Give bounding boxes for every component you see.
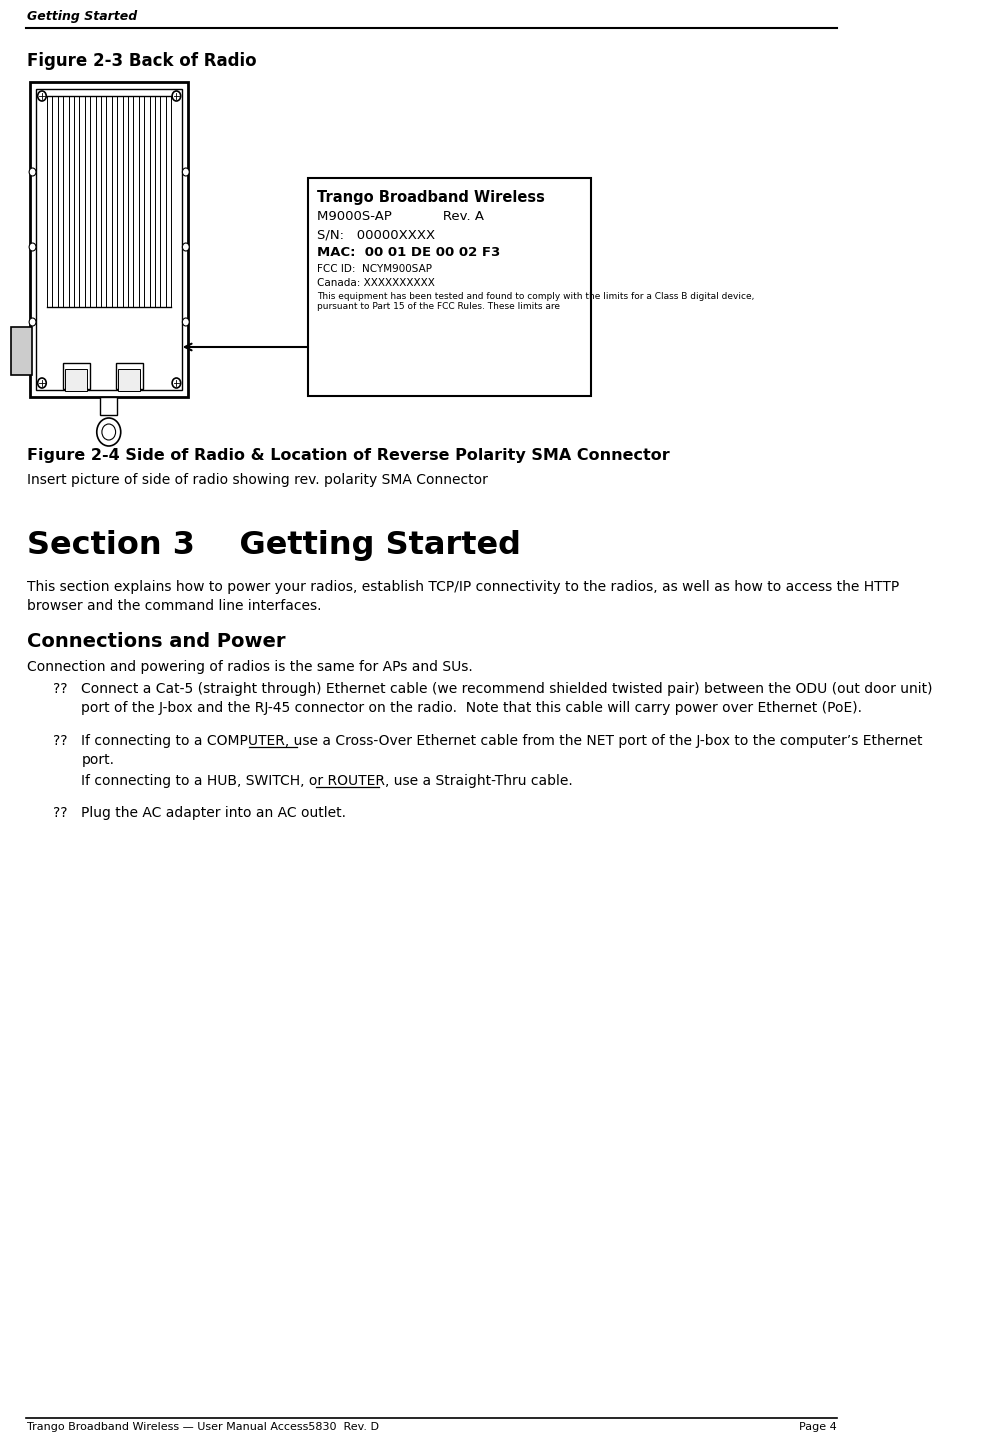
Text: Connect a Cat-5 (straight through) Ethernet cable (we recommend shielded twisted: Connect a Cat-5 (straight through) Ether… xyxy=(82,683,932,714)
Circle shape xyxy=(29,318,36,325)
Circle shape xyxy=(172,379,180,387)
Text: ??: ?? xyxy=(53,734,67,747)
Circle shape xyxy=(97,418,121,446)
Text: If connecting to a COMPUTER, use a Cross-Over Ethernet cable from the NET port o: If connecting to a COMPUTER, use a Cross… xyxy=(82,734,922,768)
Text: Getting Started: Getting Started xyxy=(27,10,138,23)
Text: ??: ?? xyxy=(53,806,67,819)
Bar xyxy=(308,179,591,396)
Text: S/N:   00000XXXX: S/N: 00000XXXX xyxy=(317,228,435,240)
Text: Connections and Power: Connections and Power xyxy=(27,632,286,651)
Text: M9000S-AP            Rev. A: M9000S-AP Rev. A xyxy=(317,210,483,223)
Bar xyxy=(100,397,117,415)
Text: Plug the AC adapter into an AC outlet.: Plug the AC adapter into an AC outlet. xyxy=(82,806,346,819)
Circle shape xyxy=(172,91,180,101)
Bar xyxy=(65,369,88,392)
Text: FCC ID:  NCYM900SAP: FCC ID: NCYM900SAP xyxy=(317,264,432,274)
Text: Trango Broadband Wireless: Trango Broadband Wireless xyxy=(317,190,545,204)
Circle shape xyxy=(29,243,36,251)
Circle shape xyxy=(182,243,189,251)
Text: Figure 2-3 Back of Radio: Figure 2-3 Back of Radio xyxy=(27,52,257,71)
Circle shape xyxy=(37,379,46,387)
Text: This section explains how to power your radios, establish TCP/IP connectivity to: This section explains how to power your … xyxy=(27,580,899,613)
Text: Page 4: Page 4 xyxy=(799,1423,837,1431)
Text: Insert picture of side of radio showing rev. polarity SMA Connector: Insert picture of side of radio showing … xyxy=(27,472,488,487)
Text: Figure 2-4 Side of Radio & Location of Reverse Polarity SMA Connector: Figure 2-4 Side of Radio & Location of R… xyxy=(27,448,670,464)
Bar xyxy=(62,363,90,389)
Circle shape xyxy=(29,168,36,176)
Bar xyxy=(118,369,140,392)
Bar xyxy=(30,82,188,397)
Circle shape xyxy=(37,91,46,101)
Text: ??: ?? xyxy=(53,683,67,696)
Bar xyxy=(116,363,143,389)
Text: If connecting to a HUB, SWITCH, or ROUTER, use a Straight-Thru cable.: If connecting to a HUB, SWITCH, or ROUTE… xyxy=(82,775,573,788)
Circle shape xyxy=(182,318,189,325)
Text: This equipment has been tested and found to comply with the limits for a Class B: This equipment has been tested and found… xyxy=(317,292,754,311)
Circle shape xyxy=(182,168,189,176)
Text: MAC:  00 01 DE 00 02 F3: MAC: 00 01 DE 00 02 F3 xyxy=(317,246,500,259)
Text: Trango Broadband Wireless — User Manual Access5830  Rev. D: Trango Broadband Wireless — User Manual … xyxy=(27,1423,380,1431)
Circle shape xyxy=(102,423,116,441)
Text: Section 3    Getting Started: Section 3 Getting Started xyxy=(27,530,522,562)
Bar xyxy=(36,89,182,390)
Bar xyxy=(11,327,31,374)
Text: Canada: XXXXXXXXXX: Canada: XXXXXXXXXX xyxy=(317,278,435,288)
Text: Connection and powering of radios is the same for APs and SUs.: Connection and powering of radios is the… xyxy=(27,660,473,674)
